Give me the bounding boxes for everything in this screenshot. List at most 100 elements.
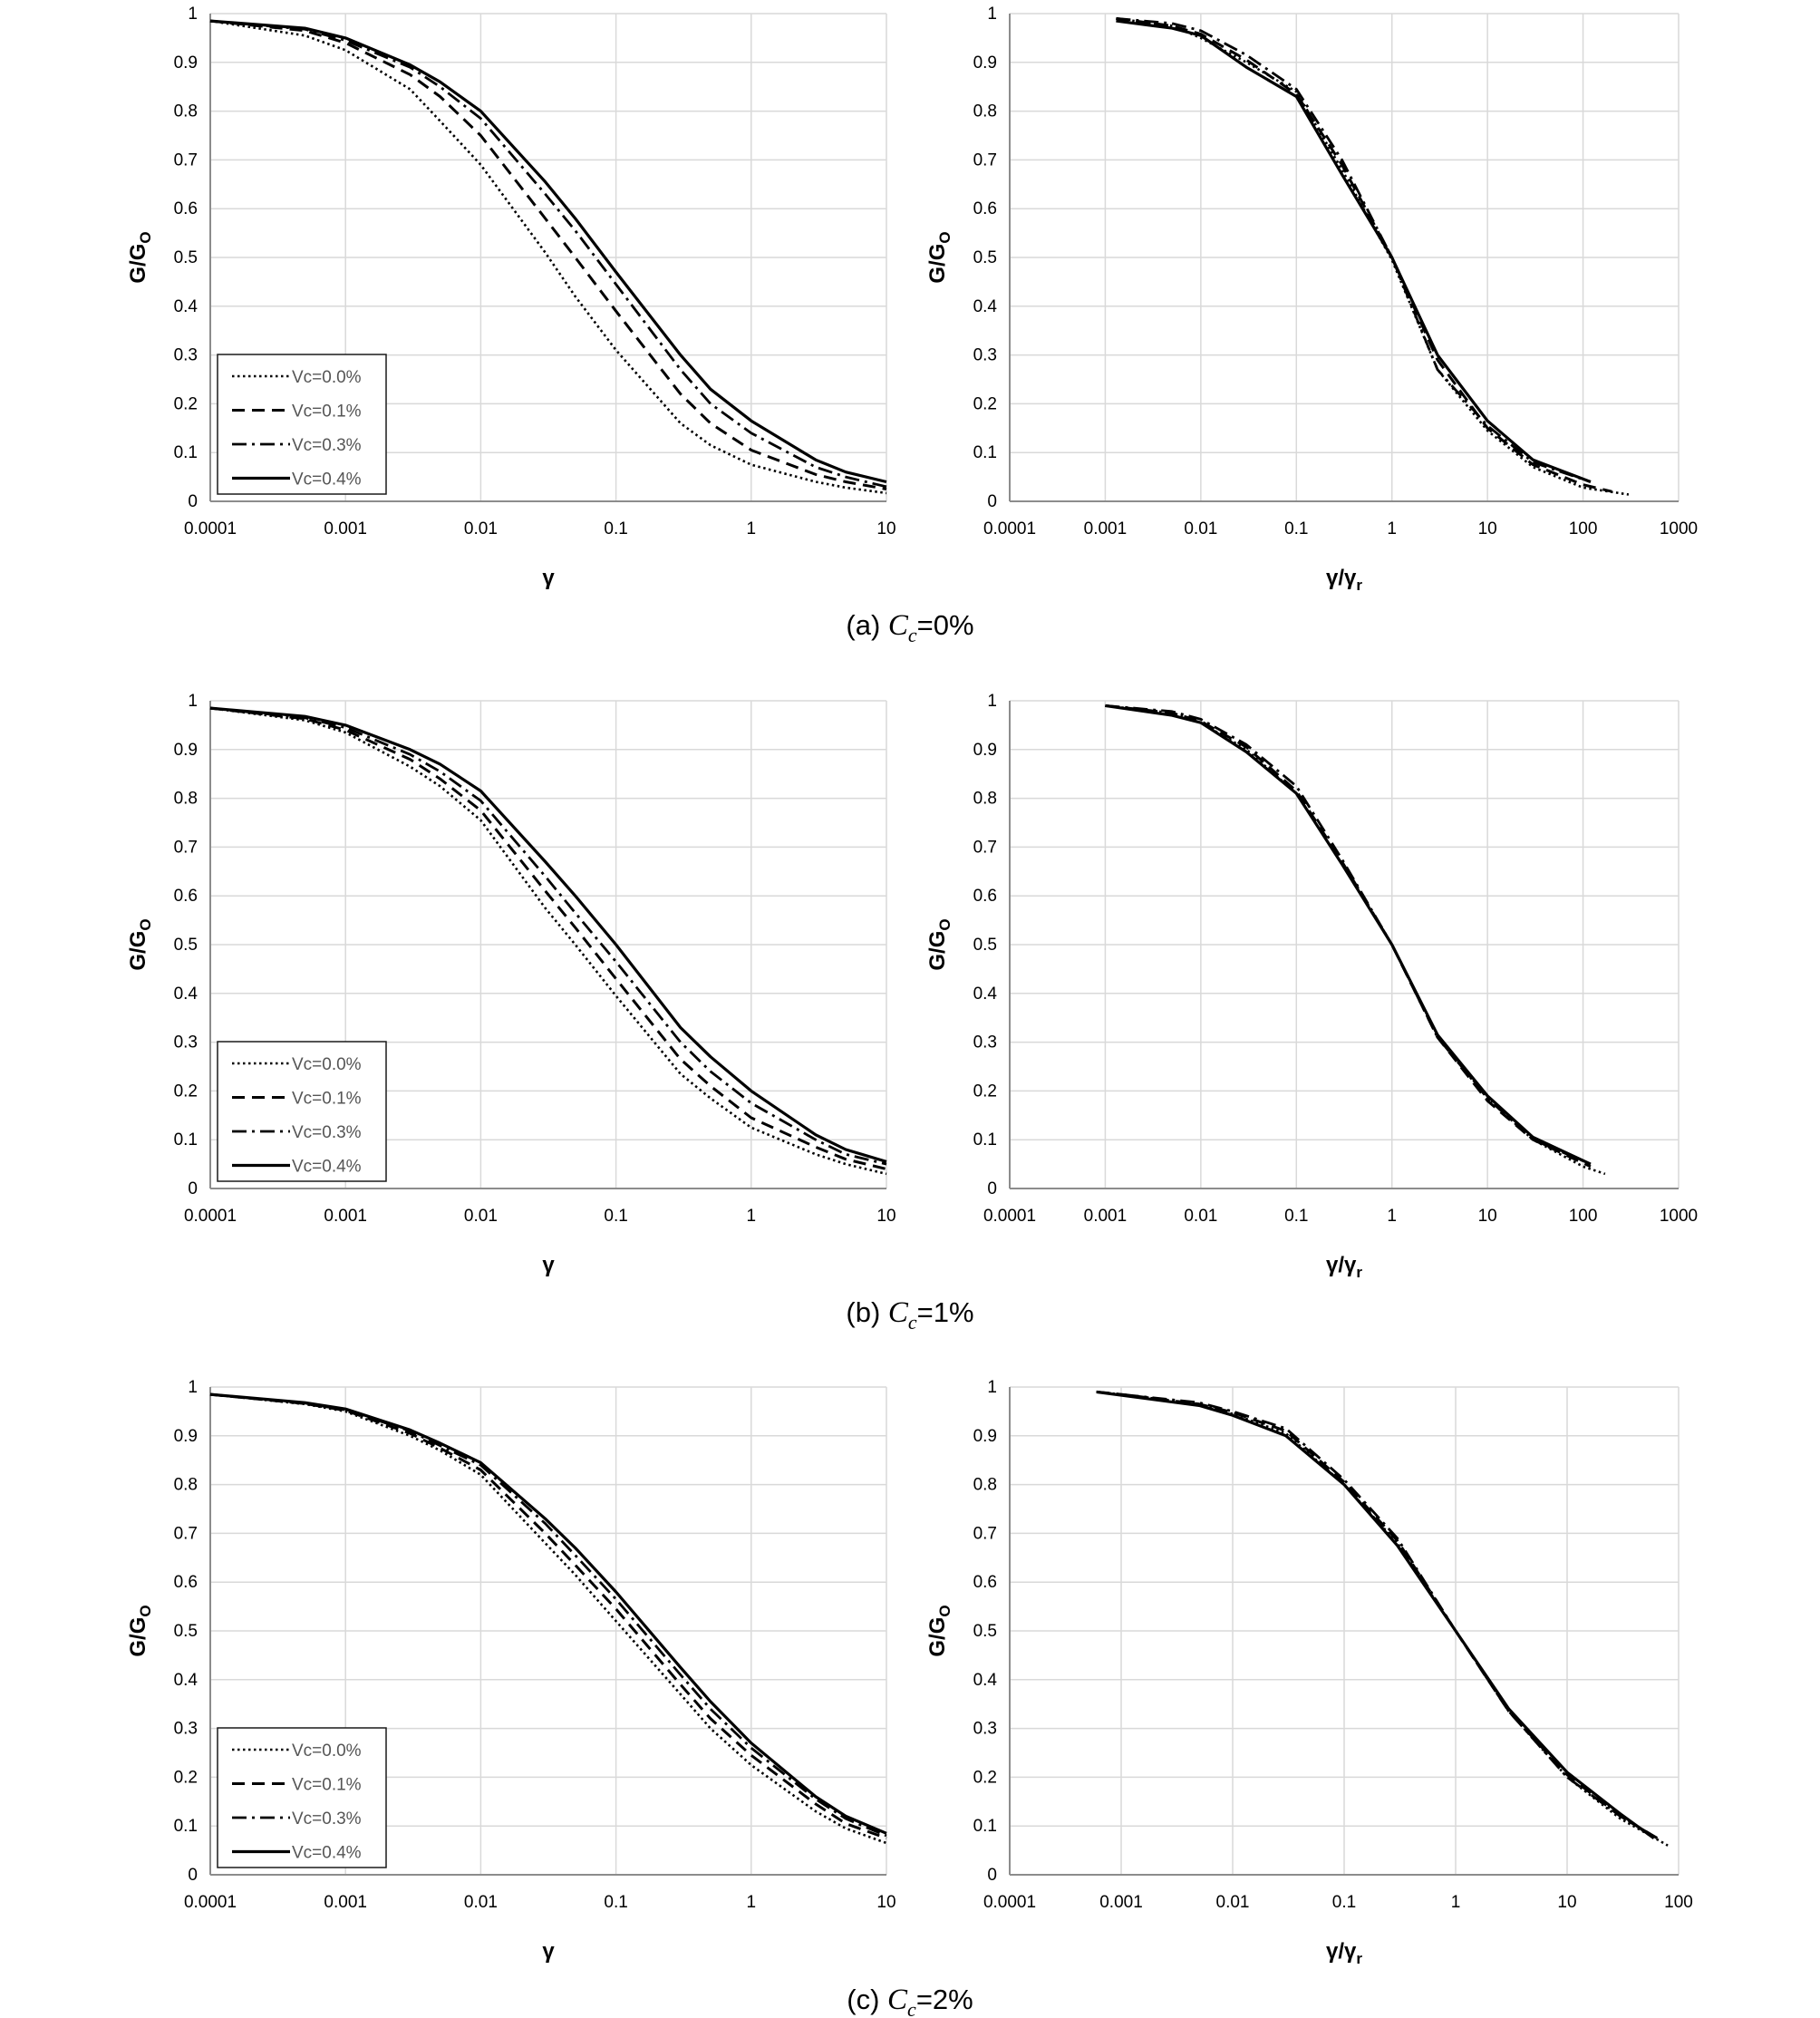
y-tick-label: 0.5 (973, 248, 997, 267)
chart-1-1: 0.0001 0.001 0.01 0.1 1 10 0 0.1 0.2 0.3 0.4 0.5 0.6… (126, 5, 896, 590)
x-tick-label: 0.01 (464, 1893, 498, 1912)
y-tick-label: 0.9 (973, 53, 997, 73)
y-tick-label: 0.4 (973, 985, 998, 1004)
caption-value: =1% (917, 1296, 974, 1328)
series-line-dashdot (1105, 704, 1592, 1166)
x-tick-label: 1 (747, 519, 757, 538)
x-axis-label-main: γ/γ (1326, 566, 1357, 590)
y-tick-label: 0.5 (174, 936, 198, 955)
y-axis-label-sub: O (137, 1605, 154, 1616)
x-axis-label: γ (542, 1939, 555, 1964)
legend-entry: Vc=0.1% (292, 403, 362, 422)
caption-prefix: (a) (846, 609, 888, 641)
y-axis-label-main: G/G (126, 931, 150, 971)
caption-value: =0% (917, 609, 974, 641)
legend-entry: Vc=0.0% (292, 1055, 362, 1074)
y-tick-label: 0 (987, 1866, 997, 1885)
legend-box (217, 1727, 387, 1868)
x-tick-label: 10 (876, 1893, 895, 1912)
x-tick-label: 0.0001 (184, 1893, 237, 1912)
caption-symbol: C (888, 1296, 909, 1329)
y-axis-label-sub: O (137, 918, 154, 930)
x-axis-label-sub: r (1356, 1950, 1362, 1967)
series-line-dashed (1096, 1390, 1662, 1842)
y-tick-label: 0.3 (174, 346, 198, 365)
x-axis-label-sub: r (1356, 1264, 1362, 1281)
caption-subscript: c (907, 1998, 916, 2018)
y-tick-label: 0.9 (174, 741, 198, 760)
y-tick-label: 0.8 (174, 790, 198, 809)
y-tick-label: 0.1 (174, 1130, 198, 1150)
series-line-solid (1096, 1390, 1655, 1839)
y-tick-label: 0.2 (174, 1768, 198, 1787)
y-tick-label: 0.2 (973, 394, 997, 413)
chart-2-1: 0.0001 0.001 0.01 0.1 1 10 0 0.1 0.2 0.3 0.4 0.5 0.6… (126, 692, 896, 1277)
legend-entry: Vc=0.3% (292, 1809, 362, 1829)
y-tick-label: 0.4 (973, 297, 998, 316)
y-tick-label: 0.6 (973, 1573, 997, 1592)
x-tick-label: 0.1 (604, 1207, 627, 1226)
caption-prefix: (b) (846, 1296, 888, 1328)
series-line-solid (209, 19, 887, 484)
y-tick-label: 0.5 (973, 1622, 997, 1641)
y-tick-label: 0.7 (973, 150, 997, 170)
y-tick-label: 0.6 (174, 887, 198, 906)
caption-subscript: c (908, 1311, 917, 1334)
x-tick-label: 10 (1557, 1893, 1576, 1912)
y-tick-label: 0.9 (973, 1427, 997, 1446)
y-tick-label: 1 (987, 692, 997, 711)
x-axis-label: γ/γr (1326, 1939, 1362, 1967)
y-tick-label: 0.6 (973, 199, 997, 218)
series-line-dashdot (1116, 17, 1592, 483)
x-tick-label: 0.1 (1332, 1893, 1356, 1912)
x-tick-label: 0.01 (1184, 519, 1217, 538)
y-tick-label: 0.5 (174, 1622, 198, 1641)
caption-symbol: C (888, 609, 909, 642)
y-tick-label: 0.8 (973, 102, 997, 121)
x-axis-label-main: γ/γ (1326, 1253, 1357, 1277)
x-tick-label: 10 (876, 1207, 895, 1226)
legend-entry: Vc=0.0% (292, 368, 362, 387)
x-tick-label: 100 (1569, 519, 1598, 538)
x-tick-label: 100 (1569, 1207, 1598, 1226)
x-tick-label: 0.001 (324, 1893, 367, 1912)
x-tick-label: 0.001 (1099, 1893, 1143, 1912)
series-line-dashed (1116, 16, 1612, 493)
x-tick-label: 1 (747, 1207, 757, 1226)
y-tick-label: 0.2 (174, 1082, 198, 1101)
y-tick-label: 0.9 (973, 741, 997, 760)
series-line-solid (1105, 703, 1592, 1166)
y-tick-label: 0.3 (973, 1033, 997, 1053)
legend-entry: Vc=0.1% (292, 1090, 362, 1109)
series-line-dashdot (209, 19, 887, 489)
y-tick-label: 0.2 (973, 1082, 997, 1101)
y-tick-label: 0 (188, 492, 198, 511)
y-tick-label: 0.8 (174, 102, 198, 121)
legend: Vc=0.0% Vc=0.1% Vc=0.3% Vc=0.4% (217, 1727, 387, 1868)
y-tick-label: 0.4 (174, 1671, 198, 1690)
chart-1-2: 0.0001 0.001 0.01 0.1 1 10 100 1000 0 0.1 0.2 0.3 0.… (925, 5, 1698, 594)
x-tick-label: 0.001 (324, 519, 367, 538)
y-tick-label: 0.4 (174, 297, 198, 316)
y-axis-label-main: G/G (925, 244, 950, 284)
x-tick-label: 0.0001 (983, 519, 1036, 538)
x-tick-label: 0.001 (1084, 519, 1128, 538)
legend-entry: Vc=0.4% (292, 1844, 362, 1863)
y-tick-label: 0.5 (973, 936, 997, 955)
y-axis-label: G/GO (126, 231, 154, 283)
y-tick-label: 1 (188, 1378, 198, 1397)
y-tick-label: 0.5 (174, 248, 198, 267)
y-tick-label: 0.1 (973, 1130, 997, 1150)
y-tick-label: 0.1 (973, 1817, 997, 1836)
y-axis-label-sub: O (936, 1605, 954, 1616)
x-axis-label-sub: r (1356, 577, 1362, 594)
figure-caption: (a) Cc=0% (846, 609, 973, 646)
legend-entry: Vc=0.4% (292, 1158, 362, 1177)
x-tick-label: 10 (876, 519, 895, 538)
chart-2-2: 0.0001 0.001 0.01 0.1 1 10 100 1000 0 0.1 0.2 0.3 0.… (925, 692, 1698, 1281)
y-tick-label: 1 (188, 692, 198, 711)
x-tick-label: 1000 (1660, 519, 1698, 538)
x-tick-label: 0.0001 (983, 1893, 1036, 1912)
x-tick-label: 0.1 (604, 1893, 627, 1912)
